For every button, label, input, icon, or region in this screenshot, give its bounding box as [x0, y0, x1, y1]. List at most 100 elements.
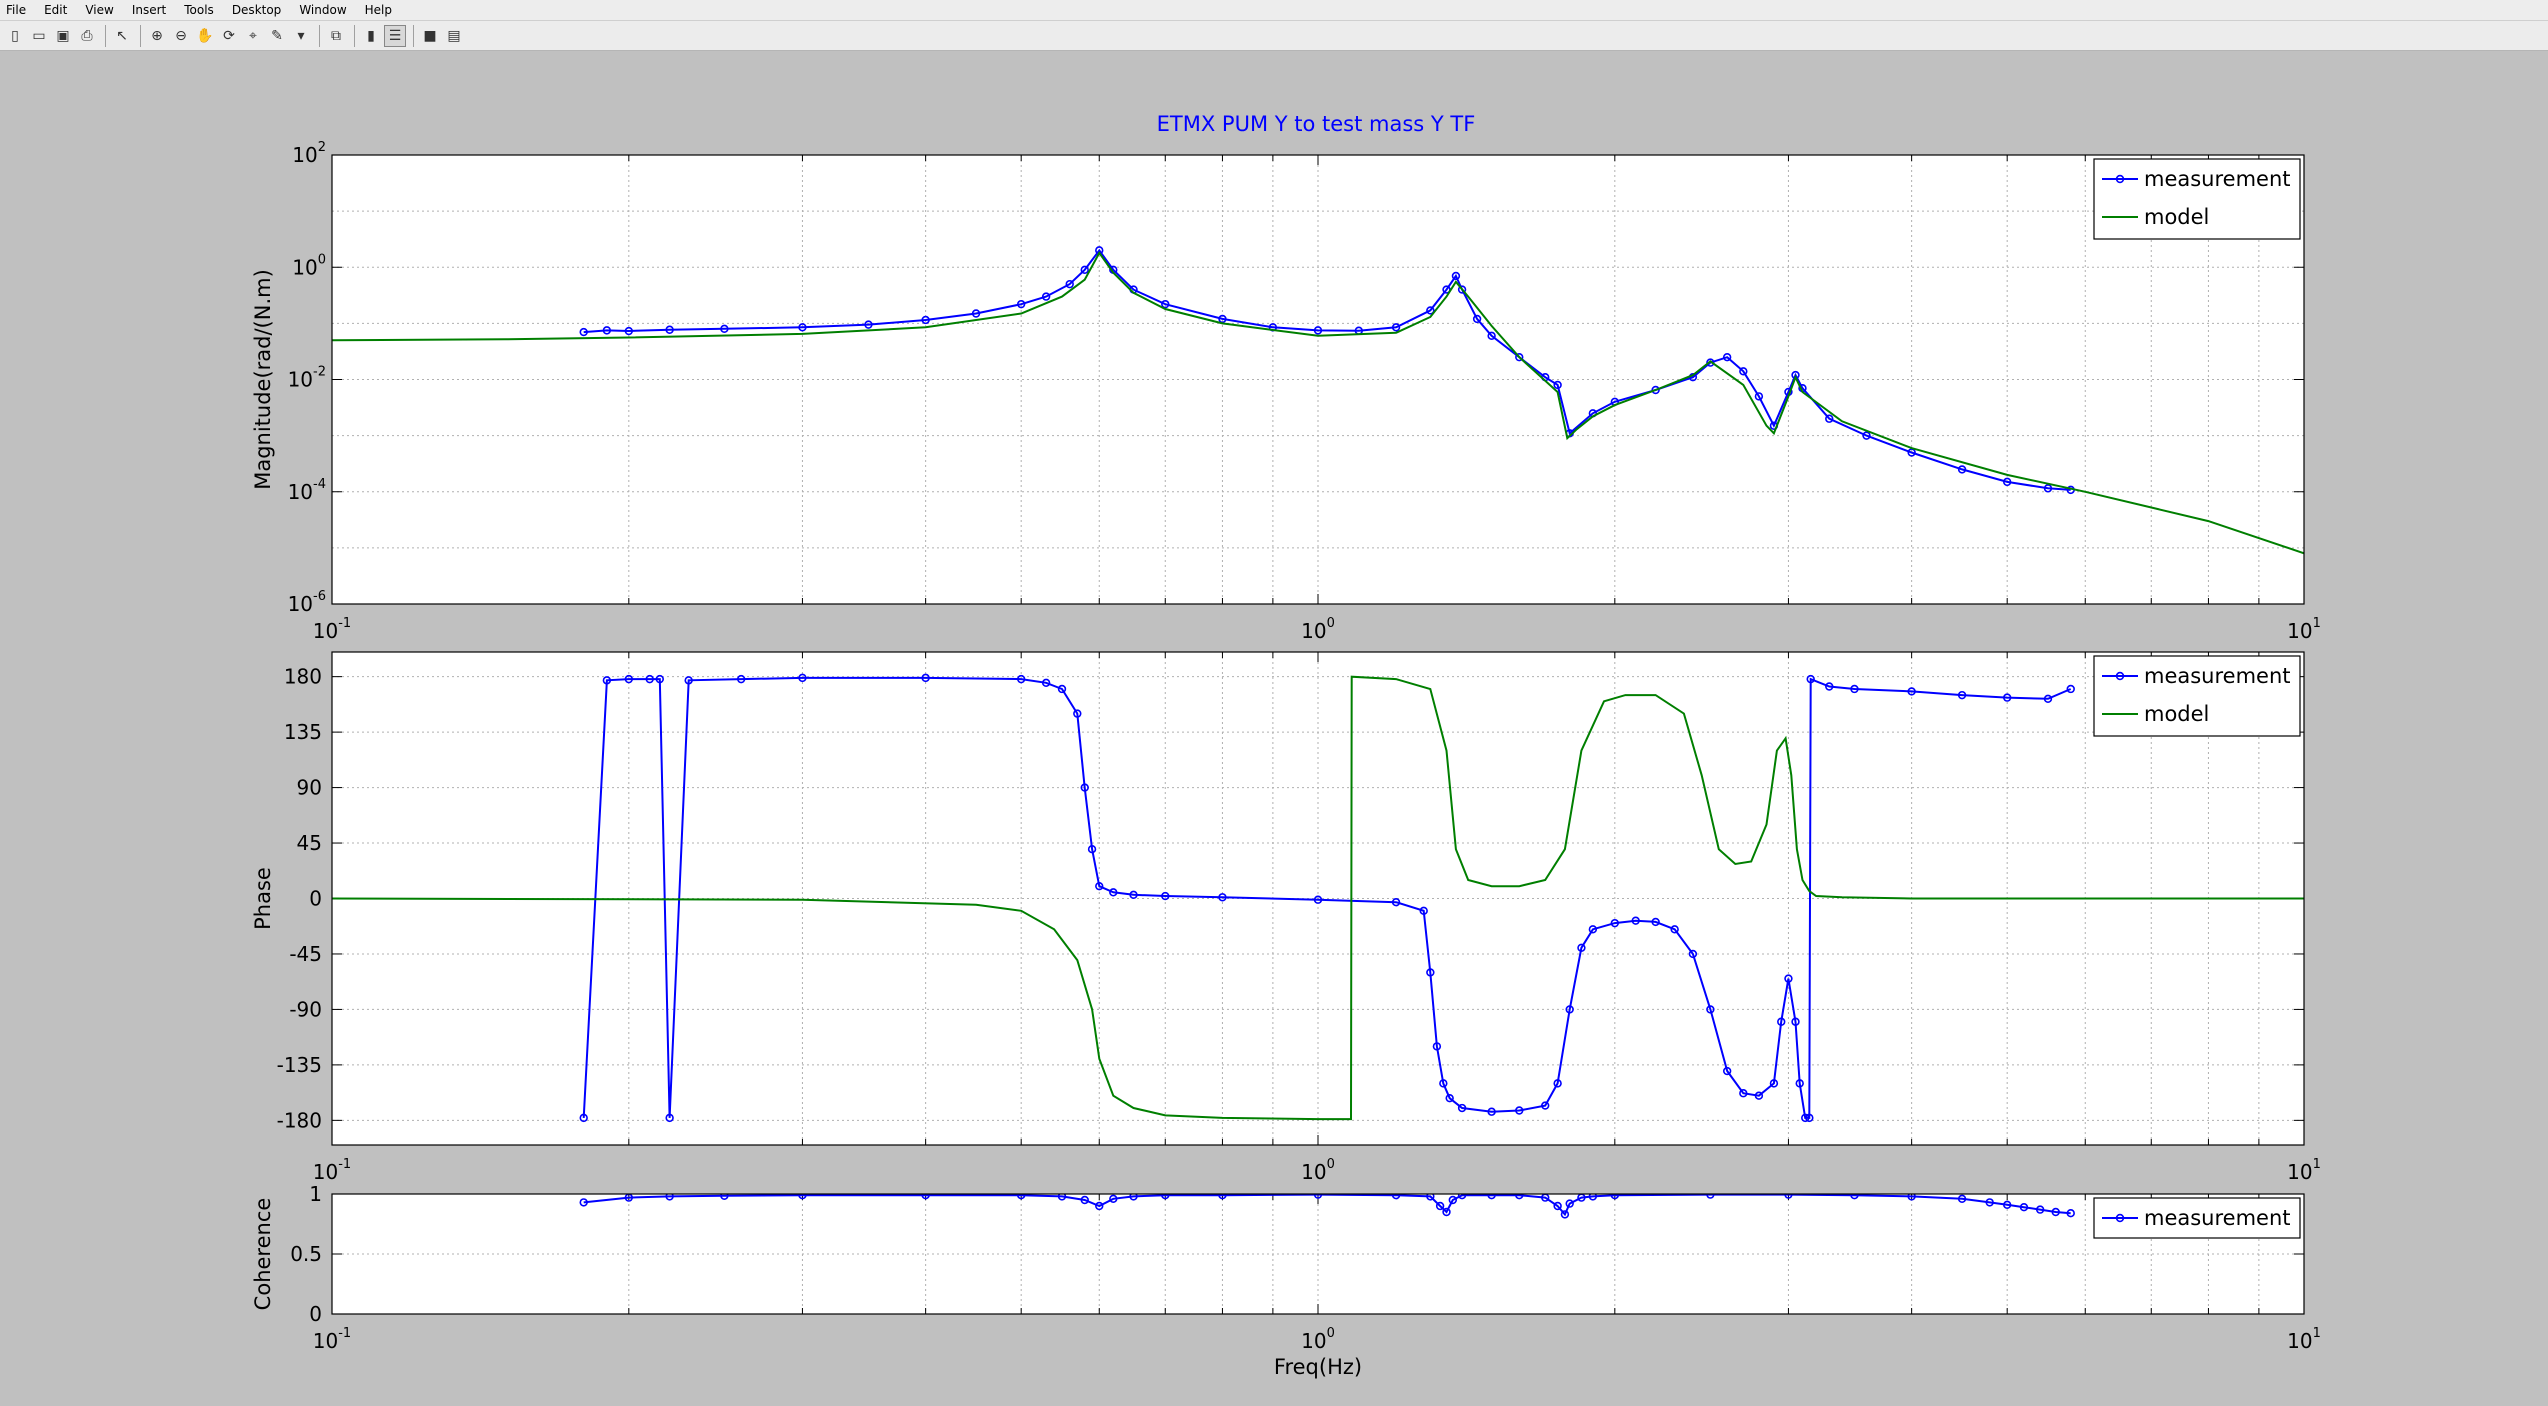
menu-insert[interactable]: Insert: [131, 3, 167, 17]
phase-measurement-point: [579, 1113, 588, 1123]
phase-measurement-point: [665, 1113, 674, 1123]
phase-y-tick-label: -180: [277, 1108, 322, 1132]
magnitude-grid: [331, 155, 2304, 604]
menu-view[interactable]: View: [85, 3, 114, 17]
phase-measurement-point: [1565, 1005, 1574, 1014]
magnitude-measurement-point: [1457, 285, 1467, 294]
coherence-measurement-point: [579, 1198, 588, 1207]
link-plot-icon[interactable]: ⧉: [331, 27, 341, 44]
magnitude-legend[interactable]: measurement model: [2093, 158, 2301, 240]
coherence-axes: 0 0.5 1 10-1 100 101 Coherence Freq(Hz) measurem…: [251, 1182, 2321, 1379]
phase-y-tick-label: 0: [309, 887, 322, 911]
magnitude-measurement-point: [1754, 392, 1764, 401]
phase-measurement-point: [645, 674, 654, 684]
phase-series-measurement: [579, 673, 2075, 1123]
coherence-measurement-point: [1435, 1201, 1445, 1211]
phase-measurement-point: [1445, 1093, 1454, 1103]
coherence-measurement-point: [1109, 1194, 1118, 1204]
data-cursor-icon[interactable]: ⌖: [249, 27, 257, 44]
brush-icon[interactable]: ✎: [271, 27, 283, 44]
coherence-x-tick-label: 10-1: [313, 1326, 351, 1353]
phase-measurement-point: [1739, 1089, 1748, 1098]
rotate-3d-icon[interactable]: ⟳: [223, 27, 235, 44]
magnitude-x-tick-label: 100: [1301, 616, 1335, 643]
menu-file[interactable]: File: [6, 3, 27, 17]
menu-edit[interactable]: Edit: [44, 3, 68, 17]
phase-measurement-point: [1631, 916, 1640, 925]
phase-y-tick-label: -45: [289, 942, 322, 966]
dropdown-arrow-icon[interactable]: ▾: [297, 27, 305, 44]
phase-measurement-point: [1754, 1091, 1764, 1100]
magnitude-measurement-point: [1080, 265, 1089, 275]
toolbar-separator: [105, 24, 106, 47]
phase-legend-marker-measurement: [2115, 671, 2125, 681]
magnitude-measurement-point: [665, 325, 674, 334]
magnitude-measurement-point: [579, 327, 588, 337]
magnitude-legend-label-measurement: measurement: [2144, 167, 2291, 191]
magnitude-legend-box: [2093, 158, 2301, 240]
coherence-measurement-point: [1057, 1194, 1067, 1201]
coherence-measurement-point: [1610, 1194, 1620, 1200]
show-plot-tools-icon[interactable]: ▤: [447, 27, 461, 44]
coherence-measurement-point: [1426, 1194, 1435, 1201]
coherence-measurement-point: [1487, 1194, 1496, 1200]
phase-legend[interactable]: measurement model: [2093, 655, 2301, 737]
edit-plot-icon[interactable]: ↖: [116, 27, 128, 44]
magnitude-measurement-point: [1553, 380, 1562, 390]
magnitude-x-tick-label: 10-1: [313, 616, 351, 643]
phase-measurement-point: [2002, 693, 2012, 702]
pan-icon[interactable]: ✋: [196, 27, 214, 44]
magnitude-measurement-point: [1515, 352, 1524, 362]
new-figure-icon[interactable]: ▯: [11, 27, 19, 44]
coherence-measurement-point: [1391, 1194, 1401, 1200]
print-icon[interactable]: ⎙: [81, 27, 93, 44]
phase-measurement-point: [1806, 674, 1815, 684]
coherence-y-tick-label: 1: [309, 1182, 322, 1206]
coherence-measurement-point: [1095, 1201, 1104, 1211]
phase-measurement-point: [1109, 888, 1118, 897]
magnitude-y-tick-label: 10-4: [288, 477, 326, 504]
phase-measurement-point: [1313, 895, 1323, 904]
phase-measurement-point: [921, 673, 930, 683]
magnitude-x-tick-label: 101: [2287, 616, 2321, 643]
coherence-measurement-point: [1080, 1195, 1089, 1205]
insert-colorbar-icon[interactable]: ▮: [367, 27, 375, 44]
coherence-legend[interactable]: measurement: [2093, 1197, 2301, 1239]
insert-legend-icon[interactable]: ☰: [384, 24, 406, 47]
magnitude-measurement-point: [624, 326, 634, 336]
phase-measurement-point: [1073, 709, 1082, 718]
magnitude-measurement-point: [1722, 352, 1732, 362]
menu-desktop[interactable]: Desktop: [231, 3, 282, 17]
magnitude-measurement-point: [1426, 306, 1435, 315]
coherence-measurement-point: [921, 1194, 930, 1200]
coherence-x-axis-label: Freq(Hz): [1274, 1355, 1362, 1379]
phase-measurement-point: [1907, 687, 1916, 696]
phase-x-tick-label: 100: [1301, 1157, 1335, 1184]
magnitude-y-tick-label: 102: [292, 140, 326, 167]
figure-title: ETMX PUM Y to test mass Y TF: [1157, 112, 1476, 136]
menu-tools[interactable]: Tools: [184, 3, 214, 17]
phase-measurement-point: [1850, 684, 1859, 694]
phase-legend-label-model: model: [2144, 702, 2209, 726]
magnitude-measurement-point: [1487, 331, 1496, 341]
coherence-series-measurement: [579, 1194, 2075, 1219]
toolbar-separator: [354, 24, 355, 47]
hide-plot-tools-icon[interactable]: ■: [423, 27, 437, 44]
magnitude-y-tick-label: 10-6: [288, 589, 326, 616]
menu-help[interactable]: Help: [364, 3, 392, 17]
coherence-measurement-point: [1515, 1194, 1524, 1200]
magnitude-measurement-point: [1862, 431, 1871, 440]
magnitude-y-tick-label: 100: [292, 252, 326, 279]
phase-measurement-point: [1825, 682, 1834, 691]
zoom-out-icon[interactable]: ⊖: [175, 27, 187, 44]
zoom-in-icon[interactable]: ⊕: [151, 27, 163, 44]
phase-series-model: [332, 675, 2304, 1121]
coherence-measurement-point: [1457, 1194, 1467, 1200]
coherence-y-tick-label: 0.5: [290, 1242, 322, 1266]
open-file-icon[interactable]: ▭: [32, 27, 46, 44]
magnitude-measurement-point: [602, 326, 612, 335]
save-icon[interactable]: ▣: [56, 27, 70, 44]
toolbar-separator: [319, 24, 320, 47]
menu-window[interactable]: Window: [299, 3, 347, 17]
phase-measurement-point: [684, 676, 693, 685]
